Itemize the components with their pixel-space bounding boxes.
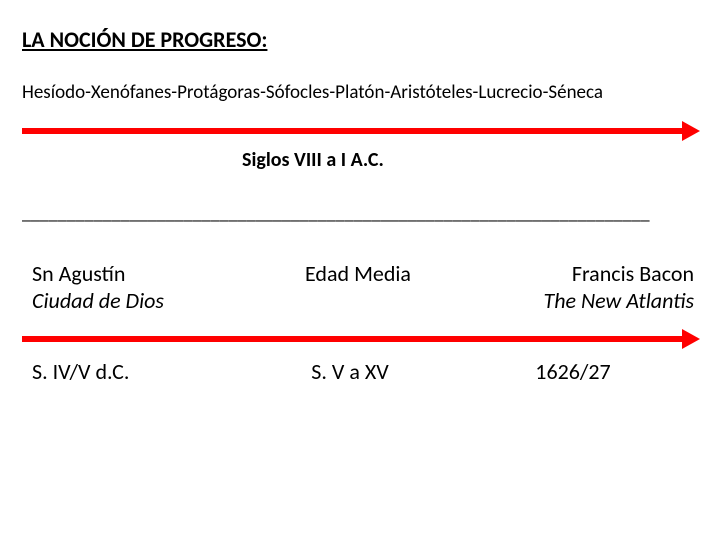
slide: LA NOCIÓN DE PROGRESO: Hesíodo-Xenófanes… — [0, 0, 720, 540]
thinkers-row: Sn Agustín Ciudad de Dios Edad Media Fra… — [22, 260, 698, 314]
timeline-arrow-2 — [22, 336, 698, 342]
section-divider: ________________________________________… — [22, 202, 698, 224]
slide-title: LA NOCIÓN DE PROGRESO: — [22, 26, 698, 53]
philosophers-line: Hesíodo-Xenófanes-Protágoras-Sófocles-Pl… — [22, 81, 698, 104]
work-bacon: The New Atlantis — [484, 287, 694, 314]
col-bacon: Francis Bacon The New Atlantis — [484, 260, 698, 314]
name-edad-media: Edad Media — [248, 260, 468, 287]
date-bacon: 1626/27 — [468, 358, 698, 385]
timeline-arrow-1 — [22, 128, 698, 134]
arrow-head-icon — [682, 329, 700, 349]
col-agustin: Sn Agustín Ciudad de Dios — [22, 260, 232, 314]
arrow-head-icon — [682, 121, 700, 141]
col-edad-media: Edad Media — [248, 260, 468, 314]
name-bacon: Francis Bacon — [484, 260, 694, 287]
date-agustin: S. IV/V d.C. — [22, 358, 232, 385]
date-edad-media: S. V a XV — [240, 358, 460, 385]
arrow-line — [22, 128, 684, 134]
work-agustin: Ciudad de Dios — [32, 287, 232, 314]
period-label-1: Siglos VIII a I A.C. — [242, 148, 698, 172]
arrow-line — [22, 336, 684, 342]
name-agustin: Sn Agustín — [32, 260, 232, 287]
dates-row: S. IV/V d.C. S. V a XV 1626/27 — [22, 358, 698, 385]
